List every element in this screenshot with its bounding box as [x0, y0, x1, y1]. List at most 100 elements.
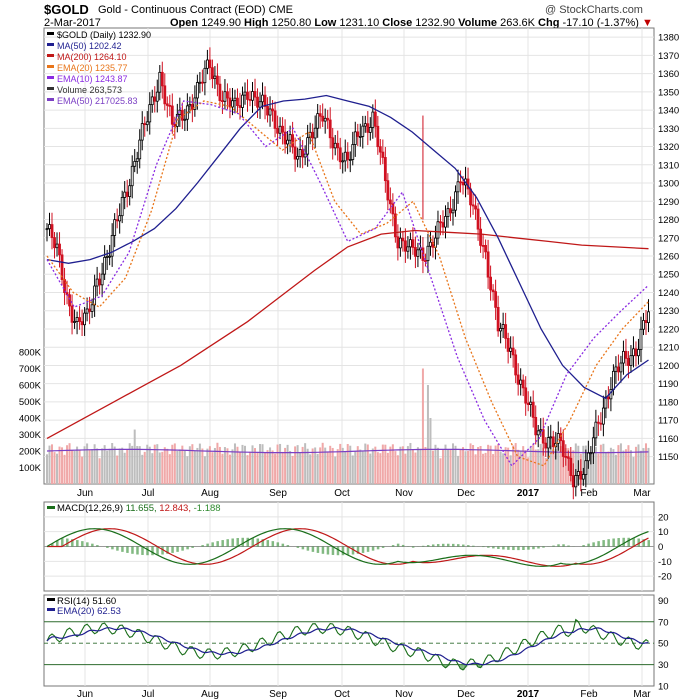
volume-bar	[93, 444, 96, 484]
macd-histogram-bar	[211, 542, 214, 547]
volume-bar	[366, 444, 369, 484]
candle-body	[484, 245, 487, 253]
volume-bar	[479, 446, 482, 484]
volume-bar	[524, 450, 527, 484]
candle-body	[594, 421, 598, 439]
volume-bar	[647, 447, 650, 484]
macd-histogram-bar	[537, 546, 540, 549]
rsi-oversold-fill	[444, 664, 448, 668]
copyright-text[interactable]: @ StockCharts.com	[545, 4, 643, 16]
volume-bar	[632, 457, 635, 484]
candle-body	[551, 436, 555, 448]
candle-body	[541, 429, 545, 444]
volume-bar	[324, 447, 327, 484]
volume-bar	[314, 447, 317, 484]
volume-bar	[271, 450, 274, 484]
volume-bar	[384, 444, 387, 484]
volume-bar	[386, 452, 389, 484]
volume-tick-label: 400K	[19, 414, 42, 425]
volume-bar	[166, 448, 169, 484]
volume-bar	[61, 447, 64, 484]
month-label-bottom: Dec	[457, 689, 475, 700]
candle-body	[406, 246, 410, 252]
volume-bar	[449, 449, 452, 484]
macd-value: 11.655,	[126, 503, 160, 514]
volume-bar	[329, 445, 332, 484]
macd-histogram-bar	[557, 544, 560, 547]
volume-bar	[261, 444, 264, 484]
rsi-oversold-fill	[476, 664, 480, 667]
macd-histogram-bar	[512, 546, 515, 551]
chg-value: -17.10 (-1.37%)	[562, 17, 639, 29]
candle-body	[632, 348, 635, 357]
macd-histogram-bar	[592, 542, 595, 547]
macd-legend-swatch	[47, 506, 55, 509]
volume-bar	[589, 452, 592, 484]
rsi-legend-entry: RSI(14) 51.60	[57, 596, 116, 607]
month-label: Oct	[334, 488, 350, 499]
candle-body	[504, 324, 508, 339]
candle-body	[647, 311, 650, 323]
close-label: Close	[382, 17, 413, 29]
macd-histogram-bar	[552, 545, 555, 547]
candle-body	[581, 474, 585, 480]
candle-body	[514, 354, 518, 376]
volume-bar	[604, 451, 607, 484]
macd-histogram-bar	[156, 546, 159, 555]
macd-histogram-bar	[396, 543, 400, 547]
volume-bar	[484, 452, 487, 484]
candle-body	[569, 457, 573, 476]
candle-body	[173, 123, 177, 127]
volume-bar	[148, 446, 151, 484]
macd-histogram-bar	[181, 546, 184, 551]
candle-body	[391, 203, 395, 215]
candle-body	[496, 306, 500, 332]
macd-histogram-bar	[567, 545, 570, 547]
volume-bar	[527, 457, 530, 484]
volume-bar	[429, 418, 432, 484]
volume-bar	[236, 446, 239, 484]
volume-bar	[381, 444, 384, 484]
volume-bar	[592, 445, 595, 484]
candle-body	[574, 475, 578, 488]
volume-bar	[431, 450, 434, 484]
volume-bar	[399, 446, 402, 484]
volume-bar	[421, 368, 424, 484]
volume-bar	[334, 456, 337, 484]
candle-body	[331, 137, 335, 149]
candle-body	[614, 366, 618, 372]
volume-bar	[492, 454, 495, 484]
open-value: 1249.90	[201, 17, 241, 29]
candle-body	[534, 416, 538, 436]
legend-entry: $GOLD (Daily) 1232.90	[57, 30, 151, 40]
candle-body	[95, 278, 99, 287]
volume-bar	[499, 451, 502, 484]
volume-bar	[279, 443, 282, 484]
volume-bar	[369, 453, 372, 484]
candle-body	[53, 237, 56, 249]
candle-body	[200, 81, 204, 84]
volume-bar	[153, 444, 156, 484]
candle-body	[163, 85, 167, 105]
candle-body	[208, 59, 212, 69]
candle-body	[253, 91, 257, 98]
volume-bar	[459, 449, 462, 484]
volume-bar	[529, 446, 532, 484]
candle-body	[559, 433, 563, 442]
candle-body	[256, 96, 259, 108]
volume-bar	[351, 455, 354, 484]
macd-histogram-bar	[482, 546, 485, 548]
volume-bar	[469, 443, 472, 484]
volume-bar	[477, 447, 480, 484]
price-tick-label: 1260	[658, 252, 679, 263]
volume-bar	[113, 446, 116, 484]
volume-bar	[319, 447, 322, 484]
volume-bar	[557, 442, 560, 484]
candle-body	[539, 429, 543, 432]
candle-body	[153, 96, 157, 102]
macd-histogram-bar	[186, 546, 189, 550]
volume-bar	[452, 443, 455, 484]
candle-body	[203, 67, 207, 84]
macd-histogram-bar	[121, 546, 124, 552]
